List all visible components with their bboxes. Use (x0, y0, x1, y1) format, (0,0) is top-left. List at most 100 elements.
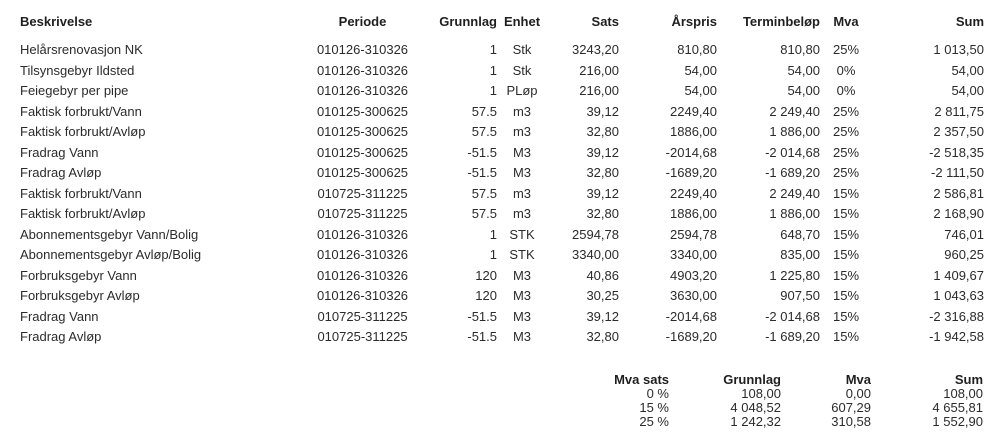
cell-sum: -2 111,50 (930, 165, 984, 180)
summary-column-header-sum: Sum (954, 372, 983, 387)
cell-grunnlag: 4 048,52 (730, 400, 781, 415)
cell-beskrivelse: Feiegebyr per pipe (20, 83, 129, 98)
cell--rspris: -2014,68 (665, 144, 717, 160)
table-row: Faktisk forbrukt/Vann 010125-300625 57.5 m3… (20, 102, 984, 123)
cell--rspris: -1689,20 (665, 329, 717, 344)
cell-beskrivelse: Faktisk forbrukt/Avløp (20, 124, 146, 139)
table-row: Abonnementsgebyr Avløp/Bolig 010126-31032… (20, 245, 984, 266)
cell--rspris: 1886,00 (670, 206, 717, 221)
cell--rspris: 2594,78 (670, 226, 717, 242)
header-row: Beskrivelse Periode Grunnlag Enhet Sats … (20, 12, 984, 40)
column-header-grunnlag: Grunnlag (439, 14, 497, 29)
invoice-table-body: Helårsrenovasjon NK 010126-310326 1 Stk 3243… (20, 40, 984, 348)
cell-terminbel-p: 810,80 (780, 42, 820, 57)
cell-enhet: m3 (512, 124, 532, 139)
cell-mva: 310,58 (831, 414, 871, 429)
cell-sum: 54,00 (951, 83, 984, 98)
cell-sum: -2 316,88 (929, 308, 984, 324)
cell-sats: 32,80 (586, 124, 619, 139)
table-row: Helårsrenovasjon NK 010126-310326 1 Stk 3243… (20, 40, 984, 61)
column-header-sum: Sum (955, 14, 984, 29)
cell-beskrivelse: Faktisk forbrukt/Avløp (20, 206, 146, 221)
cell-grunnlag: 1 (489, 83, 497, 98)
cell-sum: 2 357,50 (933, 124, 984, 139)
cell-sats: 39,12 (586, 144, 619, 160)
cell-terminbel-p: 1 886,00 (769, 206, 820, 221)
cell-mva: 15% (832, 185, 860, 201)
cell-terminbel-p: -1 689,20 (765, 329, 820, 344)
cell-grunnlag: -51.5 (467, 144, 497, 160)
column-header-beskrivelse: Beskrivelse (20, 14, 93, 29)
cell-beskrivelse: Fradrag Vann (20, 308, 99, 324)
summary-row: 25 % 1 242,32 310,58 1 552,90 (539, 415, 983, 429)
summary-row: 0 % 108,00 0,00 108,00 (539, 387, 983, 401)
cell-mva: 15% (832, 247, 860, 262)
cell-terminbel-p: -2 014,68 (765, 308, 820, 324)
cell-periode: 010126-310326 (316, 62, 409, 78)
cell-mva: 15% (832, 308, 860, 324)
cell-grunnlag: -51.5 (467, 329, 497, 344)
cell-mva: 15% (832, 206, 860, 221)
table-row: Forbruksgebyr Avløp 010126-310326 120 M3 30,… (20, 286, 984, 307)
cell-beskrivelse: Fradrag Avløp (20, 165, 102, 180)
summary-column-header-mva: Mva (845, 372, 871, 387)
table-row: Fradrag Vann 010725-311225 -51.5 M3 39,12 -20… (20, 307, 984, 328)
cell-enhet: M3 (512, 329, 532, 344)
cell-enhet: M3 (512, 165, 532, 180)
table-row: Feiegebyr per pipe 010126-310326 1 PLøp 216,… (20, 81, 984, 102)
cell-mva: 15% (832, 226, 860, 242)
cell-terminbel-p: 907,50 (780, 288, 820, 303)
cell-periode: 010125-300625 (316, 124, 409, 139)
cell-sum: 2 168,90 (933, 206, 984, 221)
cell-sum: -1 942,58 (929, 329, 984, 344)
column-header-mva: Mva (833, 14, 859, 29)
cell-beskrivelse: Tilsynsgebyr Ildsted (20, 62, 135, 78)
table-row: Abonnementsgebyr Vann/Bolig 010126-310326… (20, 225, 984, 246)
cell-sats: 30,25 (586, 288, 619, 303)
cell-terminbel-p: 835,00 (780, 247, 820, 262)
table-row: Tilsynsgebyr Ildsted 010126-310326 1 Stk 216… (20, 61, 984, 82)
cell-sum: 960,25 (944, 247, 984, 262)
cell-grunnlag: 120 (475, 288, 497, 303)
cell-mva: 25% (832, 124, 860, 139)
cell-mva: 25% (832, 165, 860, 180)
cell-enhet: STK (509, 247, 535, 262)
cell-grunnlag: 1 (489, 62, 497, 78)
cell-periode: 010126-310326 (316, 83, 409, 98)
cell-terminbel-p: 1 886,00 (769, 124, 820, 139)
cell-mva: 15% (832, 329, 860, 344)
cell-periode: 010126-310326 (316, 288, 409, 303)
cell--rspris: 2249,40 (670, 185, 717, 201)
invoice-table-header: Beskrivelse Periode Grunnlag Enhet Sats … (20, 12, 984, 40)
cell-terminbel-p: 54,00 (787, 83, 820, 98)
cell-beskrivelse: Helårsrenovasjon NK (20, 42, 143, 57)
cell-enhet: M3 (512, 308, 532, 324)
cell-beskrivelse: Fradrag Vann (20, 144, 99, 160)
cell-sats: 216,00 (579, 62, 619, 78)
cell-sats: 2594,78 (572, 226, 619, 242)
cell-grunnlag: 57.5 (471, 124, 497, 139)
cell-sum: 1 552,90 (932, 414, 983, 429)
cell-terminbel-p: 648,70 (780, 226, 820, 242)
cell-beskrivelse: Abonnementsgebyr Vann/Bolig (20, 226, 199, 242)
cell-enhet: m3 (512, 103, 532, 119)
cell-periode: 010126-310326 (316, 247, 409, 262)
cell--rspris: 3340,00 (670, 247, 717, 262)
cell--rspris: 54,00 (684, 62, 717, 78)
cell-terminbel-p: 2 249,40 (769, 103, 820, 119)
cell-grunnlag: -51.5 (467, 165, 497, 180)
cell-enhet: M3 (512, 267, 532, 283)
table-row: Fradrag Vann 010125-300625 -51.5 M3 39,12 -20… (20, 143, 984, 164)
summary-row: 15 % 4 048,52 607,29 4 655,81 (539, 401, 983, 415)
cell-mva-sats: 15 % (639, 400, 669, 415)
summary-column-header-grunnlag: Grunnlag (723, 372, 781, 387)
cell-sum: 1 013,50 (933, 42, 984, 57)
table-row: Faktisk forbrukt/Vann 010725-311225 57.5 m3… (20, 184, 984, 205)
cell-periode: 010725-311225 (317, 329, 408, 344)
cell-mva: 0,00 (845, 386, 871, 401)
cell-sum: -2 518,35 (929, 144, 984, 160)
cell-grunnlag: 120 (475, 267, 497, 283)
table-row: Fradrag Avløp 010125-300625 -51.5 M3 32,80 -1… (20, 163, 984, 184)
cell-periode: 010725-311225 (317, 206, 408, 221)
cell-mva: 25% (832, 42, 860, 57)
